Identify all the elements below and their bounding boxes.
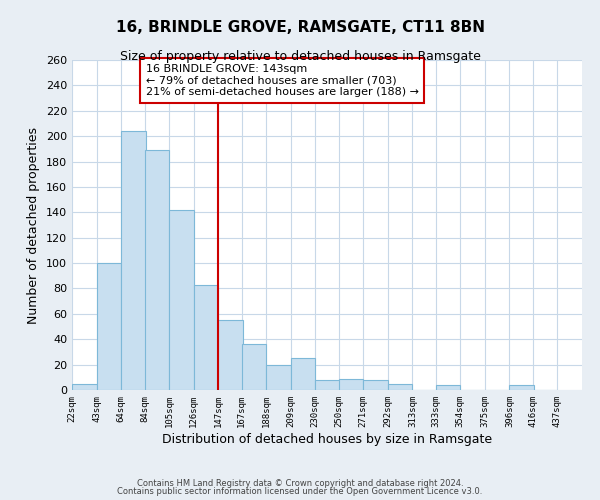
Bar [169,210,194,390]
Bar [363,380,388,390]
Bar [242,344,266,390]
Y-axis label: Number of detached properties: Number of detached properties [28,126,40,324]
Bar [436,385,460,390]
X-axis label: Distribution of detached houses by size in Ramsgate: Distribution of detached houses by size … [162,432,492,446]
Bar [338,378,363,390]
Text: Size of property relative to detached houses in Ramsgate: Size of property relative to detached ho… [119,50,481,63]
Bar [316,380,340,390]
Text: 16 BRINDLE GROVE: 143sqm
← 79% of detached houses are smaller (703)
21% of semi-: 16 BRINDLE GROVE: 143sqm ← 79% of detach… [146,64,419,97]
Bar [72,384,97,390]
Bar [218,320,243,390]
Bar [97,263,121,390]
Bar [145,150,169,390]
Text: Contains public sector information licensed under the Open Government Licence v3: Contains public sector information licen… [118,487,482,496]
Bar [291,358,316,390]
Bar [388,384,412,390]
Text: 16, BRINDLE GROVE, RAMSGATE, CT11 8BN: 16, BRINDLE GROVE, RAMSGATE, CT11 8BN [115,20,485,35]
Bar [121,131,146,390]
Bar [509,385,534,390]
Text: Contains HM Land Registry data © Crown copyright and database right 2024.: Contains HM Land Registry data © Crown c… [137,478,463,488]
Bar [194,284,218,390]
Bar [266,364,291,390]
